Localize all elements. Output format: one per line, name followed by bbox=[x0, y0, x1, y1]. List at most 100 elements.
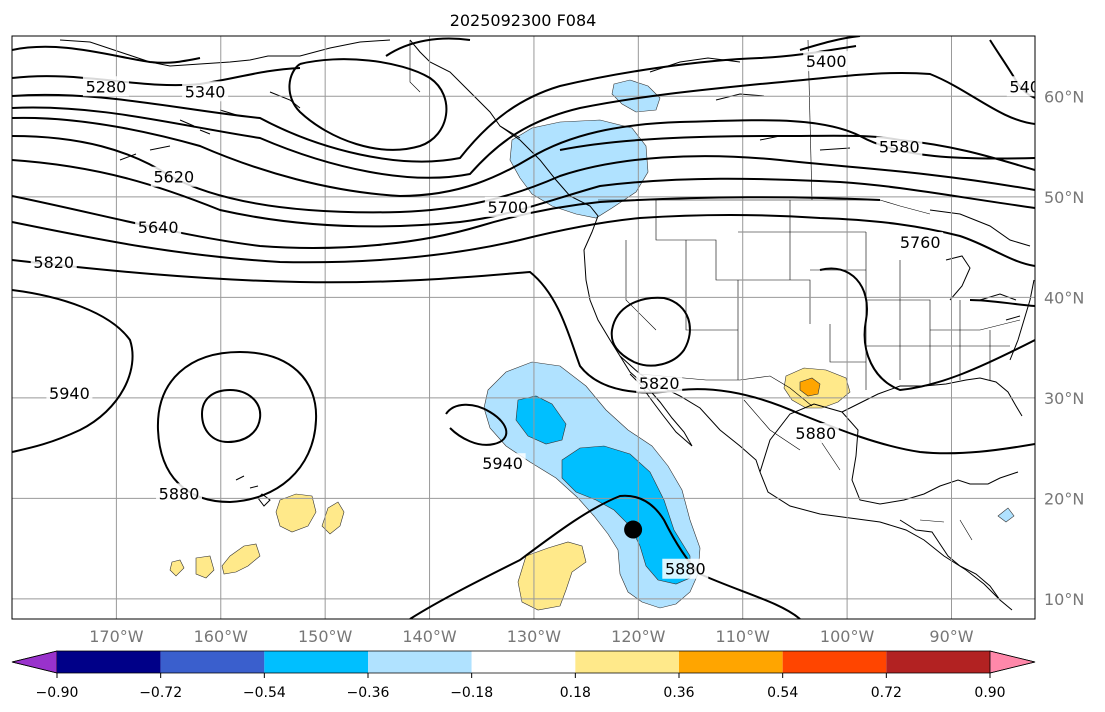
contour-label: 5880 bbox=[795, 424, 836, 443]
mid-blue-fill-2 bbox=[561, 445, 691, 585]
mexico-gulf-coast bbox=[759, 403, 1019, 505]
contour-5400-north bbox=[385, 36, 861, 57]
contour-label-background bbox=[484, 196, 531, 217]
contour-label-background bbox=[792, 423, 839, 444]
contour-5940-west bbox=[12, 289, 134, 453]
colorbar-tick-label: 0.36 bbox=[663, 685, 694, 701]
colorbar-over-arrow bbox=[989, 650, 1036, 674]
colorbar-tick-label: 0.54 bbox=[767, 685, 798, 701]
central-america bbox=[899, 519, 1013, 611]
contour-label: 5700 bbox=[487, 198, 528, 217]
contour-label: 5280 bbox=[86, 77, 127, 96]
contour-label-background bbox=[182, 81, 229, 102]
contour-label: 5820 bbox=[639, 374, 680, 393]
contour-label: 5820 bbox=[33, 253, 74, 272]
contour-label: 5880 bbox=[159, 484, 200, 503]
canada-north bbox=[649, 57, 1031, 247]
contour-label: 5880 bbox=[665, 560, 706, 579]
latitude-label: 10°N bbox=[1044, 590, 1084, 609]
contour-label: 5940 bbox=[49, 384, 90, 403]
contour-label-background bbox=[135, 216, 182, 237]
contour-5820-closed bbox=[610, 296, 691, 367]
contour-label-background bbox=[1006, 76, 1035, 97]
map-area: 5280 5340 5400 5400 5620 5640 5820 5700 5580 5760… bbox=[12, 36, 1050, 619]
us-canada-border bbox=[598, 199, 931, 215]
colorbar-tick-label: −0.90 bbox=[36, 685, 79, 701]
colorbar-tick-label: −0.18 bbox=[450, 685, 493, 701]
colorbar-tick-label: −0.36 bbox=[347, 685, 390, 701]
colorbar-segment bbox=[471, 651, 576, 673]
contour-label: 5340 bbox=[185, 82, 226, 101]
latitude-label: 50°N bbox=[1044, 188, 1084, 207]
mid-blue-fill-1 bbox=[515, 395, 567, 445]
contour-b bbox=[12, 71, 1035, 179]
colorbar-tick-label: 0.18 bbox=[560, 685, 591, 701]
contour-label-background bbox=[30, 252, 77, 273]
longitude-label: 100°W bbox=[820, 627, 875, 646]
map-frame bbox=[11, 35, 1036, 620]
contour-label: 5400 bbox=[806, 52, 847, 71]
state-lines-east bbox=[865, 232, 1021, 390]
latitude-labels: 60°N 50°N 40°N 30°N 20°N 10°N bbox=[1044, 87, 1084, 609]
political-borders bbox=[409, 39, 1021, 541]
colorbar-segment bbox=[57, 651, 161, 673]
colorbar-segment bbox=[575, 651, 679, 673]
latitude-label: 30°N bbox=[1044, 389, 1084, 408]
contour-5760 bbox=[12, 214, 1035, 267]
colorbar-tick-label: −0.54 bbox=[243, 685, 286, 701]
colorbar-tick-label: −0.72 bbox=[139, 685, 182, 701]
contour-label-background bbox=[156, 483, 203, 504]
yellow-fill-4 bbox=[195, 555, 215, 579]
colorbar-under-arrow bbox=[11, 650, 58, 674]
state-lines-west bbox=[625, 200, 866, 380]
alaska-coast bbox=[59, 39, 521, 139]
coastlines bbox=[59, 39, 1035, 611]
contour-label-background bbox=[803, 51, 850, 72]
colorbar: −0.90 −0.72 −0.54 −0.36 −0.18 0.18 0.36 0.54 0.7… bbox=[11, 650, 1036, 701]
great-lakes bbox=[945, 255, 1021, 321]
contour-label-background bbox=[897, 232, 944, 253]
contour-label-background bbox=[662, 558, 709, 579]
contour-label-background bbox=[46, 382, 93, 403]
map-background bbox=[12, 36, 1035, 619]
colorbar-segment bbox=[264, 651, 368, 673]
us-mexico-border bbox=[639, 373, 813, 407]
contour-label: 5620 bbox=[153, 168, 194, 187]
contour-label: 5400 bbox=[1009, 77, 1050, 96]
colorbar-segment bbox=[679, 651, 783, 673]
contour-a bbox=[12, 45, 857, 163]
longitude-label: 110°W bbox=[716, 627, 771, 646]
contour-5940-inner bbox=[201, 388, 262, 444]
colorbar-segment bbox=[782, 651, 887, 673]
contour-label-background bbox=[82, 76, 129, 97]
latitude-label: 40°N bbox=[1044, 288, 1084, 307]
yellow-fill-2 bbox=[321, 501, 345, 535]
alaska-border bbox=[409, 40, 421, 93]
longitude-label: 120°W bbox=[611, 627, 666, 646]
longitude-label: 90°W bbox=[929, 627, 973, 646]
contour-5940-mid bbox=[445, 403, 508, 446]
light-blue-fill-gulf bbox=[997, 507, 1015, 523]
longitude-label: 140°W bbox=[402, 627, 457, 646]
contour-5280 bbox=[12, 45, 201, 64]
contour-5880-south bbox=[409, 494, 801, 619]
contour-label-background bbox=[479, 453, 526, 474]
latitude-label: 60°N bbox=[1044, 87, 1084, 106]
yellow-fill-1 bbox=[275, 493, 317, 533]
contour-label: 5760 bbox=[900, 233, 941, 252]
contour-label: 5580 bbox=[879, 138, 920, 157]
contour-label-background bbox=[636, 372, 683, 393]
alaska-penninsula bbox=[119, 91, 301, 161]
colorbar-segment bbox=[886, 651, 990, 673]
contour-label: 5640 bbox=[138, 218, 179, 237]
us-east-coast bbox=[1009, 279, 1035, 361]
contour-5820-east bbox=[819, 267, 1035, 392]
latitude-label: 20°N bbox=[1044, 489, 1084, 508]
colorbar-segment bbox=[368, 651, 472, 673]
longitude-label: 150°W bbox=[298, 627, 353, 646]
contour-label-background bbox=[876, 136, 923, 157]
yellow-fill-5 bbox=[169, 559, 185, 577]
contour-5580 bbox=[559, 134, 1035, 171]
longitude-labels: 170°W 160°W 150°W 140°W 130°W 120°W 110°W 100°W… bbox=[89, 627, 974, 646]
